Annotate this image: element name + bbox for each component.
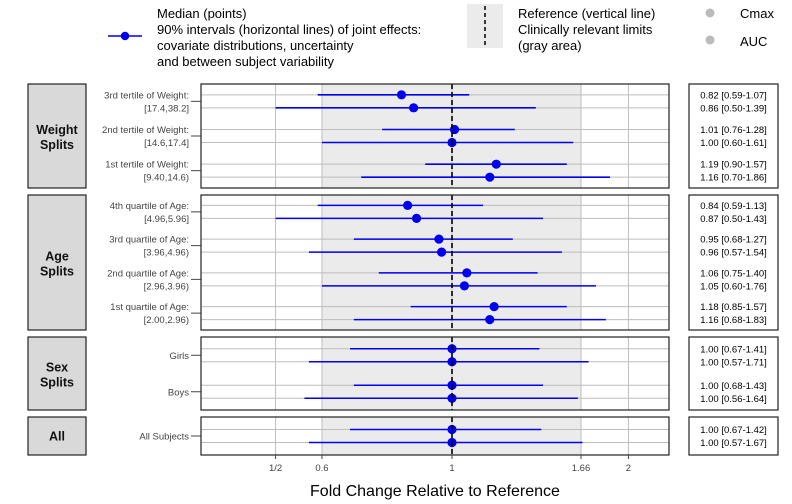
strip-label-sex-splits: Sex Splits	[40, 361, 74, 390]
row-label-girls: Girls	[169, 351, 189, 362]
legend-median-point-swatch	[120, 31, 130, 41]
legend-median-text-3: covariate distributions, uncertainty	[157, 38, 354, 53]
median-point-2nd-quartile-of-age-auc	[459, 281, 470, 291]
strip-label-weight-splits: Weight Splits	[36, 123, 78, 152]
median-point-3rd-tertile-of-weight-auc	[409, 103, 419, 113]
panel-sex-splits: Girls Boys Sex Splits 1.00 [0.67-1.41] 1.00 […	[27, 336, 779, 411]
panel-all: All Subjects All 1.00 [0.67-1.42] 1.00 [0.5…	[27, 416, 779, 456]
legend-auc-label: AUC	[740, 34, 767, 49]
value-text-4th-quartile-of-age-cmax: 0.84 [0.59-1.13]	[700, 201, 767, 212]
row-label-2nd-tertile-of-weight: 2nd tertile of Weight: [14.6,17.4]	[102, 125, 189, 149]
value-text-all-subjects-cmax: 1.00 [0.67-1.42]	[700, 425, 767, 436]
row-label-1st-tertile-of-weight: 1st tertile of Weight: [9.40,14.6)	[105, 160, 189, 184]
value-text-2nd-quartile-of-age-auc: 1.05 [0.60-1.76]	[700, 281, 767, 292]
value-text-3rd-tertile-of-weight-cmax: 0.82 [0.59-1.07]	[700, 90, 767, 101]
value-table-box	[688, 416, 779, 456]
strip-box	[27, 83, 87, 189]
median-point-boys-auc	[447, 393, 457, 403]
value-text-boys-cmax: 1.00 [0.68-1.43]	[700, 381, 767, 392]
median-point-4th-quartile-of-age-auc	[411, 213, 422, 223]
legend-median-text-1: Median (points)	[157, 6, 247, 21]
x-tick-label: 2	[626, 463, 631, 474]
value-text-2nd-tertile-of-weight-auc: 1.00 [0.60-1.61]	[700, 138, 767, 149]
median-point-1st-quartile-of-age-cmax	[489, 302, 499, 312]
x-tick-label: 1/2	[269, 463, 282, 474]
median-point-1st-quartile-of-age-auc	[485, 315, 495, 325]
strip-box	[27, 194, 87, 331]
legend-cmax-swatch	[705, 8, 715, 18]
value-table-box	[688, 83, 779, 189]
value-text-boys-auc: 1.00 [0.56-1.64]	[700, 394, 767, 405]
row-label-2nd-quartile-of-age: 2nd quartile of Age: [2.96,3.96)	[107, 268, 189, 292]
x-axis-title: Fold Change Relative to Reference	[310, 483, 560, 500]
value-text-1st-tertile-of-weight-cmax: 1.19 [0.90-1.57]	[700, 160, 767, 171]
legend-median-text-4: and between subject variability	[157, 54, 335, 69]
median-point-3rd-quartile-of-age-auc	[437, 247, 447, 257]
value-table-box	[688, 194, 779, 331]
value-text-girls-auc: 1.00 [0.57-1.71]	[700, 357, 767, 368]
panel-border	[200, 416, 670, 456]
legend-reference-text-3: (gray area)	[518, 38, 582, 53]
panel-border	[200, 194, 670, 331]
value-text-4th-quartile-of-age-auc: 0.87 [0.50-1.43]	[700, 214, 767, 225]
legend-cmax-label: Cmax	[740, 6, 774, 21]
value-text-1st-tertile-of-weight-auc: 1.16 [0.70-1.86]	[700, 173, 767, 184]
value-text-3rd-quartile-of-age-cmax: 0.95 [0.68-1.27]	[700, 235, 767, 246]
legend-auc-swatch	[705, 35, 715, 45]
median-point-4th-quartile-of-age-cmax	[403, 200, 413, 210]
row-label-all-subjects: All Subjects	[139, 432, 189, 443]
x-tick-label: 1	[449, 463, 454, 474]
legend-median-text-2: 90% intervals (horizontal lines) of join…	[157, 22, 421, 37]
value-text-1st-quartile-of-age-auc: 1.16 [0.68-1.83]	[700, 315, 767, 326]
value-text-3rd-tertile-of-weight-auc: 0.86 [0.50-1.39]	[700, 103, 767, 114]
value-text-2nd-quartile-of-age-cmax: 1.06 [0.75-1.40]	[700, 268, 767, 279]
strip-box	[27, 336, 87, 411]
row-label-3rd-tertile-of-weight: 3rd tertile of Weight: [17.4,38.2]	[104, 90, 189, 114]
x-tick-label: 1.66	[572, 463, 591, 474]
strip-box	[27, 416, 87, 456]
value-text-2nd-tertile-of-weight-cmax: 1.01 [0.76-1.28]	[700, 125, 767, 136]
panel-border	[200, 83, 670, 189]
median-point-2nd-quartile-of-age-cmax	[462, 268, 472, 278]
row-label-3rd-quartile-of-age: 3rd quartile of Age: [3.96,4.96)	[109, 235, 189, 259]
x-tick-label: 0.6	[315, 463, 328, 474]
strip-label-age-splits: Age Splits	[40, 250, 74, 279]
median-point-3rd-tertile-of-weight-cmax	[396, 90, 407, 100]
legend-reference-area-swatch	[467, 4, 503, 48]
panel-weight-splits: 3rd tertile of Weight: [17.4,38.2] 2nd ter…	[27, 83, 779, 189]
panel-border	[200, 336, 670, 411]
row-label-boys: Boys	[168, 387, 189, 398]
legend: Median (points) 90% intervals (horizonta…	[108, 4, 774, 69]
value-table-box	[688, 336, 779, 411]
value-text-3rd-quartile-of-age-auc: 0.96 [0.57-1.54]	[700, 248, 767, 259]
row-label-1st-quartile-of-age: 1st quartile of Age: [2.00,2.96)	[110, 302, 189, 326]
median-point-1st-tertile-of-weight-cmax	[491, 159, 501, 169]
legend-reference-text-2: Clinically relevant limits	[518, 22, 653, 37]
median-point-1st-tertile-of-weight-auc	[485, 172, 495, 182]
strip-label-all: All	[49, 430, 65, 444]
value-text-1st-quartile-of-age-cmax: 1.18 [0.85-1.57]	[700, 302, 767, 313]
value-text-all-subjects-auc: 1.00 [0.57-1.67]	[700, 438, 767, 449]
panel-age-splits: 4th quartile of Age: [4.96,5.96] 3rd quart…	[27, 194, 779, 331]
value-text-girls-cmax: 1.00 [0.67-1.41]	[700, 344, 767, 355]
legend-reference-text-1: Reference (vertical line)	[518, 6, 655, 21]
median-point-3rd-quartile-of-age-cmax	[434, 234, 444, 244]
row-label-4th-quartile-of-age: 4th quartile of Age: [4.96,5.96]	[110, 201, 189, 225]
